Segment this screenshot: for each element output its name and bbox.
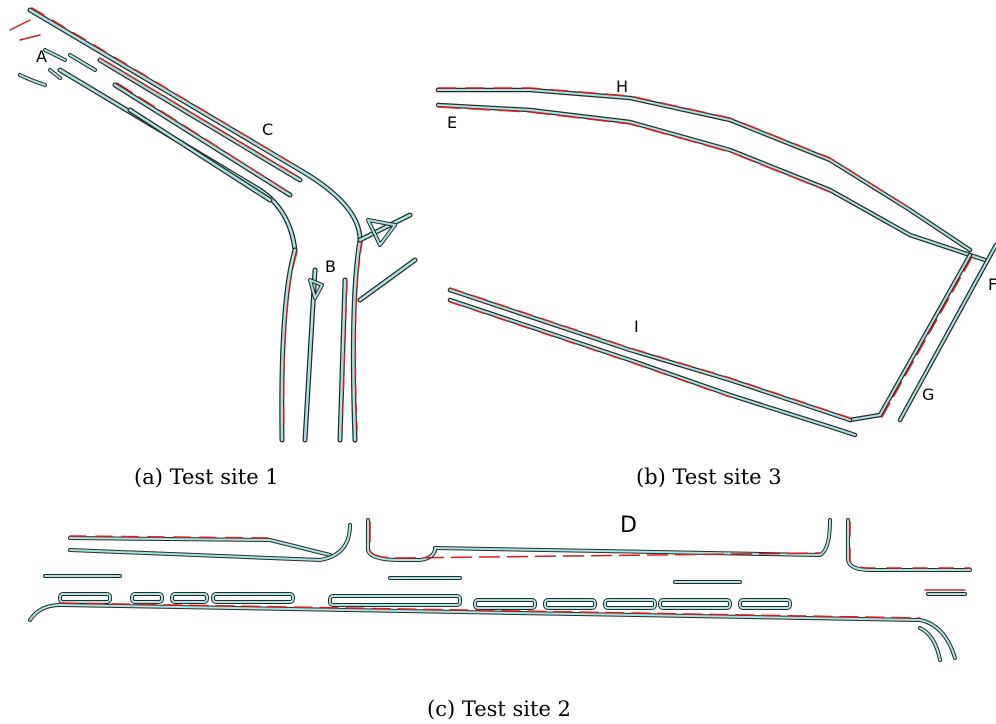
detected-lanes-site-1 (9, 7, 363, 431)
panel-test-site-3: H E F G I (430, 60, 996, 450)
lane-map-site-1: A B C (9, 7, 418, 443)
site-label-b: B (325, 257, 336, 276)
caption-site-1: (a) Test site 1 (134, 465, 279, 489)
site-label-f: F (988, 275, 996, 294)
site-label-d: D (620, 513, 637, 538)
panel-test-site-1: A B C (0, 0, 440, 450)
site-label-g: G (922, 385, 934, 404)
panel-test-site-2: D (20, 510, 980, 690)
lane-lines-site-2 (28, 518, 972, 662)
lane-map-site-3: H E F G I (435, 77, 996, 438)
lane-map-site-2: D (28, 513, 972, 662)
site-label-c: C (262, 120, 273, 139)
site-label-a: A (36, 47, 47, 66)
lane-lines-site-3 (435, 87, 996, 438)
site-label-h: H (616, 77, 628, 96)
site-label-i: I (634, 317, 639, 336)
site-label-e: E (447, 113, 457, 132)
detected-lanes-site-2 (59, 521, 971, 619)
caption-site-2: (c) Test site 2 (427, 697, 571, 721)
lane-lines-site-1 (18, 7, 418, 443)
caption-site-3: (b) Test site 3 (636, 465, 782, 489)
detected-lanes-site-3 (437, 87, 973, 419)
